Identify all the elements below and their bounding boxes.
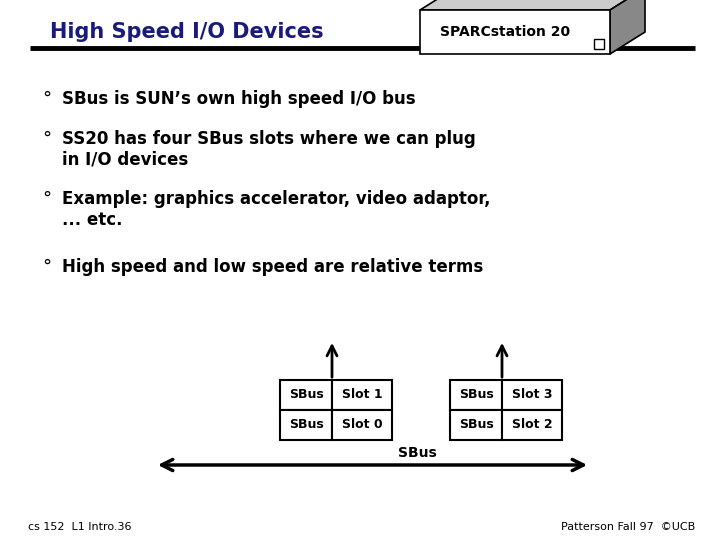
Text: SBus: SBus: [289, 388, 323, 402]
Bar: [280, 380, 332, 410]
Text: cs 152  L1 Intro.36: cs 152 L1 Intro.36: [28, 522, 132, 532]
Text: Slot 3: Slot 3: [512, 388, 552, 402]
Text: °: °: [42, 90, 51, 108]
Bar: [332, 380, 392, 410]
Text: Slot 0: Slot 0: [342, 418, 382, 431]
Text: Slot 2: Slot 2: [512, 418, 552, 431]
Text: High Speed I/O Devices: High Speed I/O Devices: [50, 22, 323, 42]
Text: SPARCstation 20: SPARCstation 20: [441, 25, 570, 39]
Bar: [502, 380, 562, 410]
Bar: [420, 10, 610, 54]
Bar: [332, 410, 392, 440]
Bar: [594, 39, 604, 49]
Text: SBus: SBus: [459, 418, 493, 431]
Text: SBus: SBus: [289, 418, 323, 431]
Polygon shape: [610, 0, 645, 54]
Text: °: °: [42, 190, 51, 208]
Bar: [502, 410, 562, 440]
Text: SBus: SBus: [397, 446, 436, 460]
Text: SS20 has four SBus slots where we can plug
in I/O devices: SS20 has four SBus slots where we can pl…: [62, 130, 476, 169]
Text: High speed and low speed are relative terms: High speed and low speed are relative te…: [62, 258, 483, 276]
Text: Example: graphics accelerator, video adaptor,
... etc.: Example: graphics accelerator, video ada…: [62, 190, 490, 229]
Text: Slot 1: Slot 1: [342, 388, 382, 402]
Text: °: °: [42, 258, 51, 276]
Bar: [450, 410, 502, 440]
Text: Patterson Fall 97  ©UCB: Patterson Fall 97 ©UCB: [561, 522, 695, 532]
Bar: [280, 410, 332, 440]
Text: °: °: [42, 130, 51, 148]
Text: SBus: SBus: [459, 388, 493, 402]
Polygon shape: [420, 0, 645, 10]
Bar: [450, 380, 502, 410]
Text: SBus is SUN’s own high speed I/O bus: SBus is SUN’s own high speed I/O bus: [62, 90, 415, 108]
